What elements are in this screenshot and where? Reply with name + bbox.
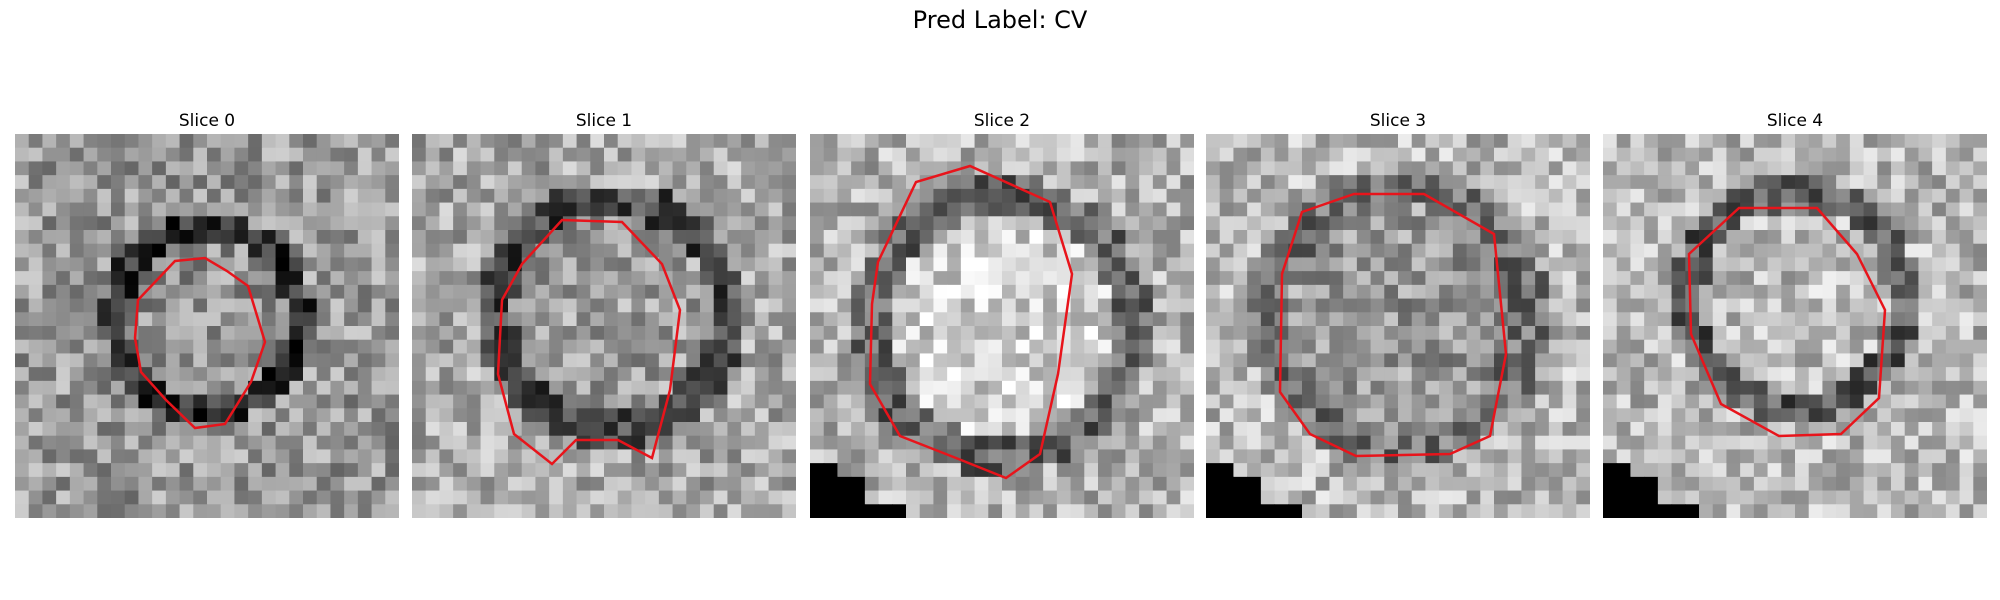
- segmentation-contour: [133, 256, 267, 430]
- slice-image: [810, 134, 1194, 518]
- slice-title: Slice 4: [1766, 111, 1824, 131]
- slice-pixels: [1206, 134, 1590, 518]
- slice-image: [15, 134, 399, 518]
- slice-panel-2: Slice 2: [810, 108, 1194, 518]
- segmentation-contour: [1687, 206, 1887, 438]
- slice-image: [1206, 134, 1590, 518]
- slice-panel-0: Slice 0: [15, 108, 399, 518]
- slice-pixels: [15, 134, 399, 518]
- slice-pixels: [1603, 134, 1987, 518]
- slice-panel-3: Slice 3: [1206, 108, 1590, 518]
- slice-title: Slice 3: [1369, 111, 1427, 131]
- figure-title: Pred Label: CV: [912, 6, 1088, 34]
- slice-title: Slice 0: [178, 111, 236, 131]
- slice-pixels: [412, 134, 796, 518]
- slice-pixels: [810, 134, 1194, 518]
- slice-title: Slice 1: [575, 111, 633, 131]
- slice-title: Slice 2: [973, 111, 1031, 131]
- slice-panel-4: Slice 4: [1603, 108, 1987, 518]
- slice-panel-1: Slice 1: [412, 108, 796, 518]
- slice-image: [412, 134, 796, 518]
- segmentation-contour: [1278, 192, 1508, 458]
- slice-image: [1603, 134, 1987, 518]
- segmentation-contour: [496, 218, 682, 466]
- segmentation-contour: [868, 164, 1074, 480]
